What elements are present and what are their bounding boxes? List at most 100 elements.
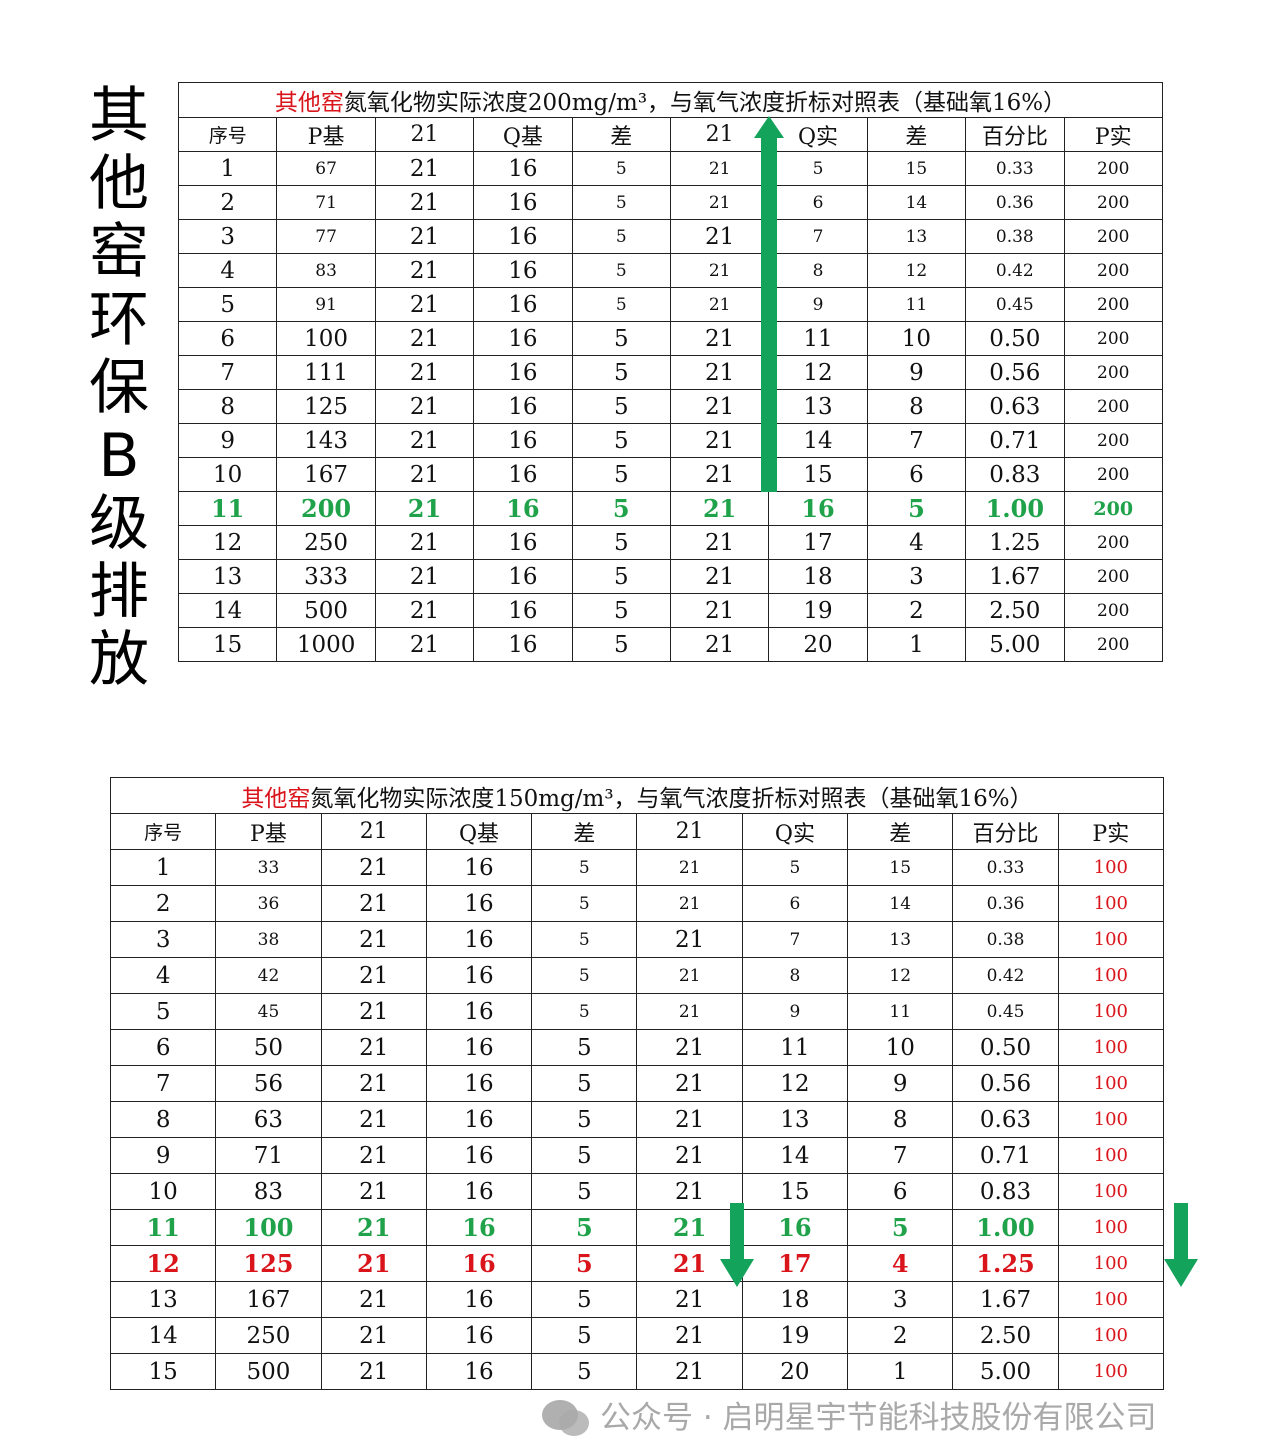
- table-cell: 100: [1057, 1065, 1165, 1102]
- table-cell: 21: [636, 1209, 743, 1246]
- table-cell: 77: [276, 219, 376, 254]
- column-header: 21: [669, 117, 770, 152]
- watermark: 公众号 · 启明星宇节能科技股份有限公司: [540, 1398, 1157, 1438]
- table-cell: 12: [866, 253, 967, 288]
- table-cell: 21: [636, 1281, 743, 1318]
- table-cell: 100: [1057, 1353, 1165, 1390]
- table-row: 4 42 21 16 5 21 8 12 0.42 100: [109, 957, 1165, 994]
- column-header: P实: [1057, 813, 1165, 850]
- table-cell: 5: [531, 1173, 638, 1210]
- table-cell: 14: [177, 593, 278, 628]
- table-cell: 13: [177, 559, 278, 594]
- table-row: 14 250 21 16 5 21 19 2 2.50 100: [109, 1317, 1165, 1354]
- table-cell: 5: [571, 627, 671, 662]
- table-cell: 1.25: [965, 525, 1065, 560]
- table-cell: 16: [425, 993, 533, 1030]
- table-cell: 0.36: [952, 885, 1059, 922]
- table-row: 13 167 21 16 5 21 18 3 1.67 100: [109, 1281, 1165, 1318]
- table-cell: 21: [320, 1029, 427, 1066]
- table-cell: 5: [531, 1029, 638, 1066]
- table-cell: 63: [215, 1101, 322, 1138]
- table-cell: 200: [1063, 457, 1164, 492]
- table-cell: 21: [320, 1209, 427, 1246]
- table-cell: 5: [571, 389, 671, 424]
- column-header: P实: [1063, 117, 1164, 152]
- table-cell: 5: [531, 1317, 638, 1354]
- table-cell: 167: [276, 457, 376, 492]
- header-row: 序号 P基 21 Q基差 21 Q实差百分比 P实: [177, 117, 1164, 152]
- table-cell: 21: [669, 253, 770, 288]
- table-cell: 100: [1057, 1245, 1165, 1282]
- table-row: 9 143 21 16 5 21 14 7 0.71 200: [177, 423, 1164, 458]
- table-cell: 14: [768, 423, 868, 458]
- table-cell: 6: [741, 885, 849, 922]
- table-cell: 12: [109, 1245, 217, 1282]
- table-cell: 5: [531, 921, 638, 958]
- table-cell: 8: [847, 1101, 954, 1138]
- table-title-highlight: 其他窑: [274, 90, 344, 116]
- table-cell: 8: [109, 1101, 217, 1138]
- table-cell: 9: [109, 1137, 217, 1174]
- table-cell: 2: [177, 185, 278, 220]
- table-row: 5 45 21 16 5 21 9 11 0.45 100: [109, 993, 1165, 1030]
- column-header: 21: [636, 813, 743, 850]
- table-cell: 125: [215, 1245, 322, 1282]
- table-cell: 9: [177, 423, 278, 458]
- wechat-icon: [542, 1400, 589, 1436]
- table-cell: 100: [1057, 957, 1165, 994]
- table-row: 2 71 21 16 5 21 6 14 0.36 200: [177, 185, 1164, 220]
- table-cell: 100: [215, 1209, 322, 1246]
- table-cell: 21: [636, 993, 743, 1030]
- table-cell: 21: [669, 151, 770, 186]
- table-cell: 5: [531, 1281, 638, 1318]
- table-cell: 3: [847, 1281, 954, 1318]
- table-cell: 7: [768, 219, 868, 254]
- table-row: 14 500 21 16 5 21 19 2 2.50 200: [177, 593, 1164, 628]
- table-cell: 20: [741, 1353, 849, 1390]
- table-cell: 16: [425, 1209, 533, 1246]
- table-cell: 5: [741, 849, 849, 886]
- table-cell: 91: [276, 287, 376, 322]
- table-cell: 200: [1063, 627, 1164, 662]
- table-cell: 100: [1057, 1209, 1165, 1246]
- column-header: 序号: [177, 117, 278, 152]
- table-cell: 21: [374, 151, 475, 186]
- table-cell: 21: [636, 1101, 743, 1138]
- table-cell: 1.25: [952, 1245, 1059, 1282]
- table-cell: 1: [847, 1353, 954, 1390]
- table-cell: 36: [215, 885, 322, 922]
- table-cell: 16: [473, 287, 573, 322]
- table-cell: 17: [741, 1245, 849, 1282]
- table-cell: 0.36: [965, 185, 1065, 220]
- table-cell: 200: [1063, 321, 1164, 356]
- table-cell: 21: [669, 525, 770, 560]
- table-cell: 13: [847, 921, 954, 958]
- table-cell: 21: [374, 253, 475, 288]
- table-cell: 11: [768, 321, 868, 356]
- table-cell: 16: [473, 525, 573, 560]
- table-cell: 21: [374, 593, 475, 628]
- table-row: 6 100 21 16 5 21 11 10 0.50 200: [177, 321, 1164, 356]
- table-cell: 1.67: [952, 1281, 1059, 1318]
- side-title-char: 环: [89, 285, 149, 355]
- table-cell: 21: [669, 219, 770, 254]
- table-cell: 3: [177, 219, 278, 254]
- table-cell: 71: [276, 185, 376, 220]
- table-cell: 5: [571, 253, 671, 288]
- table-cell: 50: [215, 1029, 322, 1066]
- table-cell: 5: [571, 219, 671, 254]
- table-cell: 200: [1063, 559, 1164, 594]
- table-cell: 5.00: [952, 1353, 1059, 1390]
- table-cell: 14: [109, 1317, 217, 1354]
- table-cell: 21: [669, 627, 770, 662]
- table-cell: 1.67: [965, 559, 1065, 594]
- table-cell: 8: [741, 957, 849, 994]
- table-cell: 1: [866, 627, 967, 662]
- table-cell: 200: [1063, 491, 1164, 526]
- table-cell: 12: [847, 957, 954, 994]
- table-cell: 4: [847, 1245, 954, 1282]
- table-cell: 9: [866, 355, 967, 390]
- table-cell: 1.00: [965, 491, 1065, 526]
- table-cell: 5: [177, 287, 278, 322]
- table-cell: 16: [425, 1029, 533, 1066]
